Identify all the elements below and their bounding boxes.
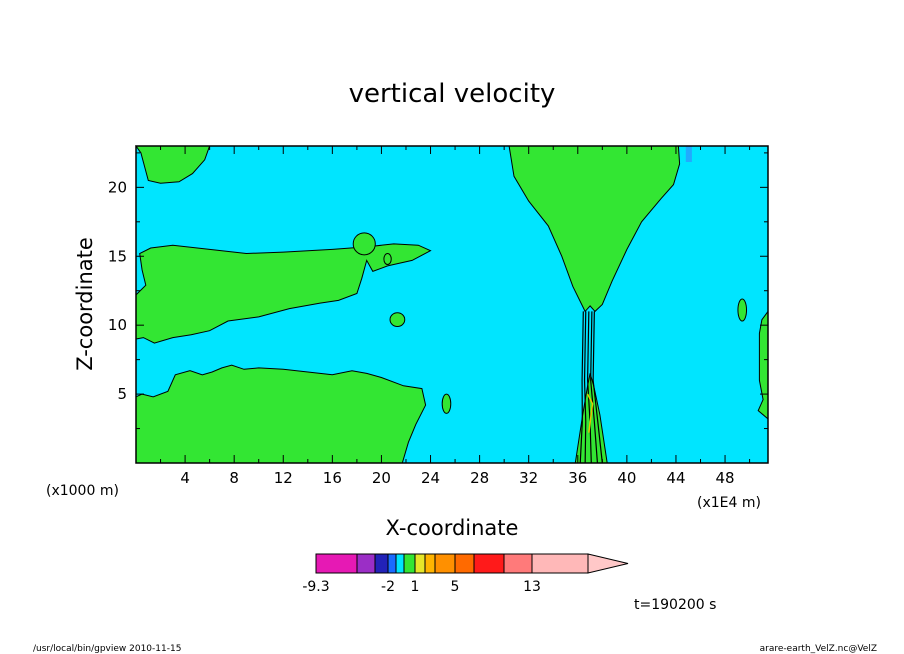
x-tick-label: 32 [519, 469, 538, 487]
colorbar: -9.3 -2 1 5 13 [302, 553, 629, 595]
colorbar-label: 5 [451, 579, 460, 595]
top-cell [685, 146, 692, 162]
small-cell [737, 298, 748, 322]
colorbar-swatch [454, 553, 475, 574]
colorbar-extend-arrow [587, 553, 629, 574]
colorbar-label: -9.3 [302, 579, 329, 595]
small-cell [441, 393, 452, 414]
colorbar-swatch [356, 553, 376, 574]
region-right-edge [757, 309, 769, 420]
small-cell [383, 253, 392, 266]
core-contour-line [590, 311, 599, 464]
core-contour-line [579, 311, 584, 464]
colorbar-label: -2 [381, 579, 395, 595]
x-tick-label: 28 [470, 469, 489, 487]
time-label: t=190200 s [634, 597, 716, 613]
small-cell [389, 312, 406, 328]
updraft-core [579, 311, 603, 464]
y-tick-label: 20 [108, 178, 127, 196]
colorbar-swatch [374, 553, 389, 574]
x-tick-label: 4 [180, 469, 190, 487]
y-tick-label: 5 [117, 385, 127, 403]
x-tick-label: 36 [568, 469, 587, 487]
x-tick-label: 16 [323, 469, 342, 487]
colorbar-swatch [395, 553, 405, 574]
y-axis-label: Z-coordinate [73, 237, 97, 371]
region-lower-left-block [135, 364, 427, 464]
colorbar-swatch [434, 553, 456, 574]
x-tick-label: 48 [716, 469, 735, 487]
region-mid-left-band [135, 243, 432, 344]
core-contour-line [583, 311, 587, 464]
plot-area [135, 145, 769, 464]
x-axis: 4 8 12 16 20 24 28 32 36 40 44 48 [160, 146, 751, 487]
colorbar-label: 1 [411, 579, 420, 595]
colorbar-swatch [387, 553, 397, 574]
y-tick-label: 15 [108, 247, 127, 265]
y-axis: 5 10 15 20 [108, 152, 768, 430]
colorbar-swatch [531, 553, 589, 574]
colorbar-swatch [473, 553, 505, 574]
x-tick-label: 40 [617, 469, 636, 487]
core-contour-line [587, 311, 592, 464]
x-tick-label: 8 [229, 469, 239, 487]
colorbar-label: 13 [523, 579, 541, 595]
x-tick-label: 20 [372, 469, 391, 487]
plot-frame [135, 145, 769, 464]
colorbar-swatch [424, 553, 436, 574]
y-axis-unit: (x1000 m) [46, 483, 119, 499]
x-tick-label: 24 [421, 469, 440, 487]
footer-left: /usr/local/bin/gpview 2010-11-15 [33, 644, 181, 654]
y-tick-label: 10 [108, 316, 127, 334]
chart-title: vertical velocity [349, 79, 556, 109]
colorbar-swatch [315, 553, 358, 574]
x-tick-label: 12 [274, 469, 293, 487]
x-axis-unit: (x1E4 m) [697, 495, 761, 511]
small-cell [352, 232, 376, 256]
x-axis-label: X-coordinate [386, 516, 519, 540]
x-tick-label: 44 [666, 469, 685, 487]
core-contour-yellow [586, 393, 594, 433]
colorbar-swatch [503, 553, 533, 574]
footer-right: arare-earth_VelZ.nc@VelZ [760, 644, 877, 654]
region-column-upper [508, 145, 681, 313]
colorbar-swatch [403, 553, 416, 574]
core-contour-line [592, 311, 603, 464]
colorbar-swatch [414, 553, 426, 574]
region-upper-left [135, 145, 211, 184]
